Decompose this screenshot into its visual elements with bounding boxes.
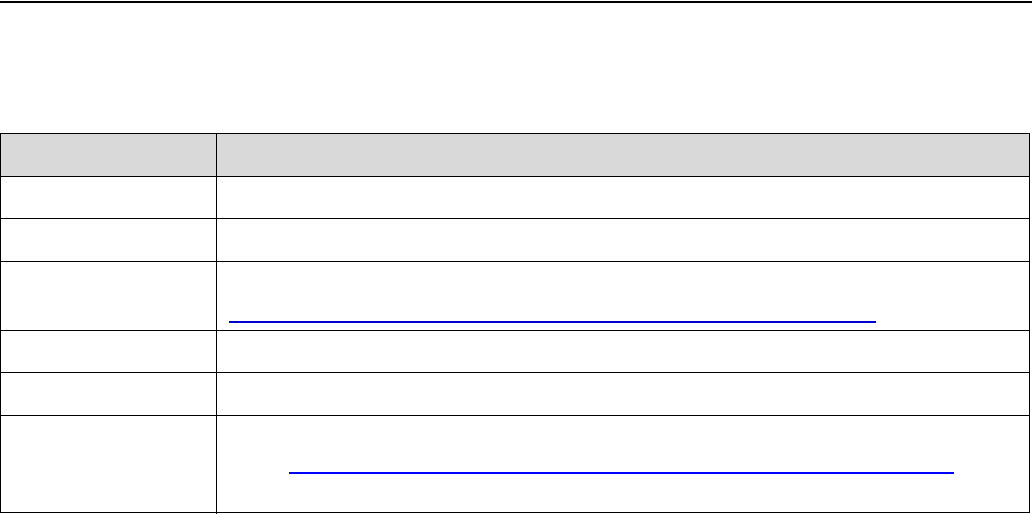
row-label: [1, 177, 217, 218]
hyperlink[interactable]: [289, 472, 954, 474]
row-value: [217, 219, 1029, 261]
row-value: [217, 331, 1029, 372]
info-table: [0, 133, 1030, 514]
row-value: [217, 177, 1029, 218]
row-label: [1, 262, 217, 330]
header-cell-1: [1, 134, 217, 176]
table-row: [1, 331, 1029, 373]
table-row: [1, 373, 1029, 416]
table-row: [1, 177, 1029, 219]
table-header-row: [1, 134, 1029, 177]
table-row: [1, 219, 1029, 262]
row-label: [1, 331, 217, 372]
row-value: [217, 262, 1029, 330]
row-label: [1, 373, 217, 415]
row-label: [1, 219, 217, 261]
hyperlink[interactable]: [229, 321, 876, 323]
top-rule: [0, 1, 1032, 3]
row-value: [217, 416, 1029, 514]
row-value: [217, 373, 1029, 415]
header-cell-2: [217, 134, 1029, 176]
table-row: [1, 416, 1029, 514]
table-row: [1, 262, 1029, 331]
row-label: [1, 416, 217, 514]
